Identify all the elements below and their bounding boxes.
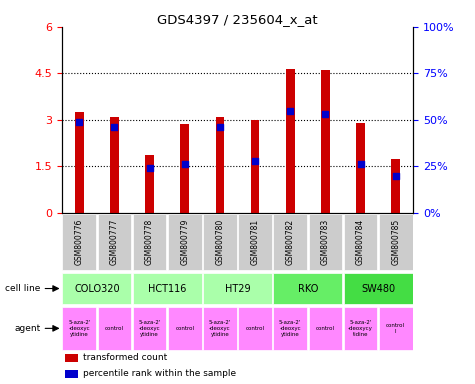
Bar	[203, 307, 237, 350]
Bar	[168, 307, 202, 350]
Bar	[273, 273, 342, 305]
Text: GSM800776: GSM800776	[75, 219, 84, 265]
Text: GSM800784: GSM800784	[356, 219, 365, 265]
Text: cell line: cell line	[5, 284, 41, 293]
Bar	[343, 307, 378, 350]
Text: GSM800783: GSM800783	[321, 219, 330, 265]
Bar	[238, 214, 272, 270]
Bar	[379, 307, 413, 350]
Text: GSM800781: GSM800781	[251, 219, 259, 265]
Bar	[75, 112, 84, 213]
Bar	[180, 124, 189, 213]
Bar	[286, 69, 294, 213]
Bar	[133, 307, 167, 350]
Bar	[97, 214, 132, 270]
Text: HT29: HT29	[225, 283, 250, 293]
Point	[76, 119, 83, 125]
Text: 5-aza-2'
-deoxyc
ytidine: 5-aza-2' -deoxyc ytidine	[209, 320, 231, 337]
Bar	[308, 214, 342, 270]
Bar	[356, 123, 365, 213]
Bar	[343, 273, 413, 305]
Text: GSM800779: GSM800779	[180, 219, 189, 265]
Bar	[203, 214, 237, 270]
Point	[286, 108, 294, 114]
Bar	[379, 214, 413, 270]
Bar	[62, 307, 96, 350]
Point	[392, 172, 399, 179]
Bar	[97, 307, 132, 350]
Text: RKO: RKO	[298, 283, 318, 293]
Text: GSM800777: GSM800777	[110, 219, 119, 265]
Bar	[391, 159, 400, 213]
Text: agent: agent	[14, 324, 41, 333]
Text: control: control	[316, 326, 335, 331]
Text: SW480: SW480	[361, 283, 395, 293]
Text: 5-aza-2'
-deoxyc
ytidine: 5-aza-2' -deoxyc ytidine	[279, 320, 302, 337]
Point	[111, 124, 118, 130]
Text: 5-aza-2'
-deoxyc
ytidine: 5-aza-2' -deoxyc ytidine	[138, 320, 161, 337]
Text: GSM800778: GSM800778	[145, 219, 154, 265]
Bar	[203, 273, 272, 305]
Text: control: control	[175, 326, 194, 331]
Bar	[216, 117, 224, 213]
Bar	[308, 307, 342, 350]
Text: GSM800782: GSM800782	[286, 219, 294, 265]
Bar	[110, 117, 119, 213]
Text: GSM800785: GSM800785	[391, 219, 400, 265]
Text: transformed count: transformed count	[83, 353, 167, 362]
Bar	[62, 273, 132, 305]
Bar	[321, 70, 330, 213]
Point	[146, 165, 153, 171]
Bar	[168, 214, 202, 270]
Bar	[145, 156, 154, 213]
Point	[322, 111, 329, 118]
Bar	[65, 354, 77, 362]
Bar	[343, 214, 378, 270]
Bar	[133, 214, 167, 270]
Text: COLO320: COLO320	[74, 283, 120, 293]
Text: control: control	[246, 326, 265, 331]
Point	[357, 161, 364, 167]
Bar	[62, 214, 96, 270]
Point	[216, 124, 224, 130]
Point	[251, 158, 259, 164]
Title: GDS4397 / 235604_x_at: GDS4397 / 235604_x_at	[157, 13, 318, 26]
Text: percentile rank within the sample: percentile rank within the sample	[83, 369, 236, 378]
Text: GSM800780: GSM800780	[216, 219, 224, 265]
Point	[181, 161, 189, 167]
Bar	[251, 120, 259, 213]
Text: 5-aza-2'
-deoxycy
tidine: 5-aza-2' -deoxycy tidine	[348, 320, 373, 337]
Text: HCT116: HCT116	[148, 283, 186, 293]
Text: control: control	[105, 326, 124, 331]
Text: control
l: control l	[386, 323, 405, 334]
Bar	[273, 307, 307, 350]
Bar	[65, 370, 77, 378]
Text: 5-aza-2'
-deoxyc
ytidine: 5-aza-2' -deoxyc ytidine	[68, 320, 91, 337]
Bar	[273, 214, 307, 270]
Bar	[238, 307, 272, 350]
Bar	[133, 273, 202, 305]
